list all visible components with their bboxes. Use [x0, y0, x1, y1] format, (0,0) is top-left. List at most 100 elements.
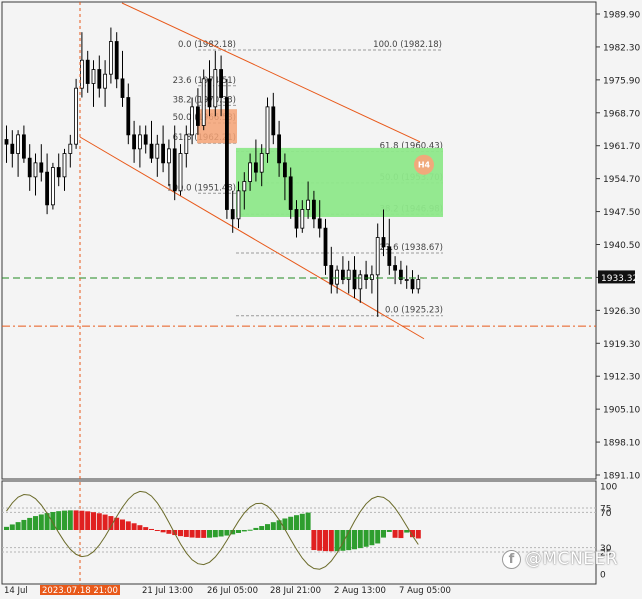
- osc-histogram-bar: [294, 515, 299, 530]
- osc-histogram-bar: [178, 530, 183, 537]
- time-tick-label: 26 Jul 05:00: [207, 586, 258, 595]
- candle-body: [352, 269, 357, 290]
- candle-body: [10, 143, 15, 154]
- candle-body: [329, 265, 334, 285]
- candle-body: [224, 97, 229, 210]
- candle-body: [381, 237, 386, 248]
- candle-body: [248, 162, 253, 182]
- osc-histogram-bar: [131, 523, 137, 530]
- candle-body: [190, 106, 195, 136]
- osc-scale-label: 0: [600, 571, 606, 581]
- osc-histogram-bar: [15, 522, 21, 530]
- osc-histogram-bar: [369, 530, 375, 546]
- candle-body: [137, 134, 142, 150]
- price-tick-label: 1905.10: [603, 406, 640, 416]
- candle-body: [155, 143, 160, 159]
- osc-histogram-bar: [346, 530, 352, 551]
- osc-histogram-bar: [398, 530, 404, 539]
- candle-body: [271, 106, 276, 136]
- price-tick-label: 1954.70: [603, 175, 640, 185]
- candle-body: [213, 69, 218, 108]
- osc-histogram-bar: [236, 530, 241, 533]
- fib-b-label: 0.0 (1925.23): [385, 306, 443, 316]
- candle-body: [166, 148, 171, 164]
- osc-histogram-bar: [207, 530, 212, 538]
- osc-histogram-bar: [299, 513, 305, 530]
- candle-body: [207, 78, 212, 108]
- candle-body: [80, 59, 84, 89]
- osc-histogram-bar: [189, 530, 195, 538]
- osc-histogram-bar: [4, 526, 9, 530]
- osc-histogram-bar: [62, 510, 67, 530]
- osc-histogram-bar: [44, 513, 50, 530]
- candle-body: [393, 265, 398, 271]
- candle-body: [259, 153, 264, 173]
- osc-histogram-bar: [85, 511, 91, 530]
- candle-body: [120, 78, 125, 98]
- osc-histogram-bar: [323, 530, 328, 552]
- price-tick-label: 1982.30: [603, 43, 640, 53]
- price-tick-label: 1926.30: [603, 307, 640, 317]
- candle-body: [288, 176, 293, 210]
- current-price-label: 1933.32: [601, 274, 638, 284]
- candle-body: [364, 274, 369, 280]
- osc-histogram-bar: [73, 510, 79, 530]
- osc-histogram-bar: [288, 516, 294, 530]
- candle-body: [56, 167, 61, 178]
- osc-histogram-bar: [67, 510, 73, 530]
- osc-histogram-bar: [392, 530, 398, 538]
- candle-body: [33, 162, 38, 178]
- channel-upper-line: [121, 2, 421, 143]
- osc-histogram-bar: [21, 519, 27, 530]
- osc-histogram-bar: [334, 530, 340, 552]
- time-tick-label: 28 Jul 21:00: [270, 586, 321, 595]
- candle-body: [51, 167, 55, 206]
- candle-body: [253, 162, 258, 173]
- osc-histogram-bar: [241, 530, 247, 532]
- osc-histogram-bar: [340, 530, 346, 551]
- osc-histogram-bar: [195, 530, 201, 538]
- osc-histogram-bar: [183, 530, 189, 537]
- osc-histogram-bar: [415, 530, 421, 539]
- candle-body: [178, 153, 183, 192]
- osc-histogram-bar: [201, 530, 207, 538]
- fib-b-label: 23.6 (1938.67): [380, 243, 443, 253]
- horizontal-lines[interactable]: [2, 277, 596, 327]
- osc-histogram-bar: [96, 513, 102, 530]
- candle-body: [132, 134, 137, 150]
- osc-histogram-bar: [247, 529, 253, 531]
- fib-a-right-label: 100.0 (1982.18): [373, 40, 442, 50]
- candle-body: [39, 162, 44, 173]
- osc-histogram-bar: [149, 528, 154, 530]
- osc-histogram-bar: [305, 512, 311, 530]
- candle-body: [103, 73, 107, 89]
- osc-histogram-bar: [102, 514, 108, 530]
- candle-body: [404, 279, 409, 281]
- price-tick-label: 1940.50: [603, 241, 640, 251]
- osc-scale-label: 100: [600, 483, 617, 493]
- osc-histogram-bar: [56, 511, 62, 530]
- candle-body: [387, 246, 392, 266]
- green-zone: [236, 147, 443, 217]
- price-channel[interactable]: H4: [79, 2, 434, 340]
- candle-body: [300, 209, 305, 229]
- osc-histogram-bar: [166, 530, 172, 534]
- osc-histogram-bar: [381, 530, 386, 538]
- candle-body: [277, 134, 282, 164]
- candle-body: [91, 69, 96, 84]
- candle-body: [149, 143, 154, 159]
- current-price-box: [598, 270, 635, 284]
- time-highlight-label: 2023.07.18 21:00: [42, 586, 118, 595]
- candle-body: [317, 218, 322, 229]
- osc-histogram-bar: [328, 530, 334, 552]
- price-tick-label: 1968.70: [603, 109, 640, 119]
- osc-histogram-bar: [404, 530, 410, 533]
- candle-body: [27, 157, 32, 178]
- watermark: f @MCNEER: [502, 547, 618, 571]
- time-tick-label: 21 Jul 13:00: [142, 586, 193, 595]
- candle-body: [74, 87, 78, 145]
- candle-body: [346, 269, 351, 280]
- candle-body: [114, 41, 119, 80]
- candle-body: [294, 209, 299, 229]
